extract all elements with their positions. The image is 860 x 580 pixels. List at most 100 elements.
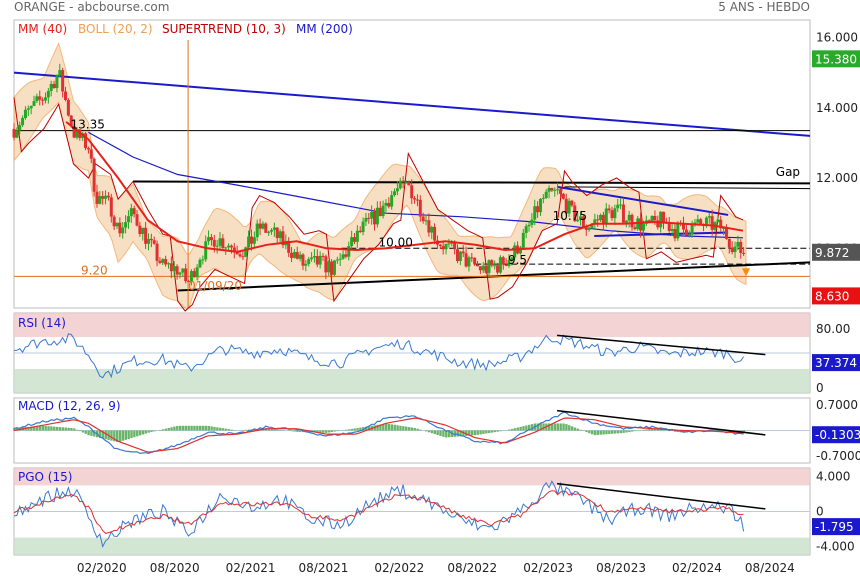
legend-macd: MACD (12, 26, 9): [18, 399, 121, 413]
candle-body: [272, 227, 276, 230]
candle-body: [270, 229, 274, 232]
annotation-Gap: Gap: [776, 165, 800, 179]
macd-tag-bg: [812, 426, 860, 444]
macd-hist-bar: [204, 425, 208, 431]
macd-hist-bar: [127, 430, 130, 439]
candle-body: [704, 217, 708, 226]
candle-body: [561, 193, 565, 199]
candle-body: [66, 99, 70, 116]
candle-body: [167, 263, 171, 265]
macd-hist-bar: [50, 426, 53, 431]
candle-body: [155, 243, 159, 261]
macd-hist-bar: [87, 430, 90, 436]
legend-pgo: PGO (15): [18, 470, 72, 484]
candle-body: [135, 214, 139, 226]
macd-hist-bar: [642, 429, 645, 431]
candle-body: [141, 227, 145, 235]
candle-body: [518, 247, 522, 254]
price-tag-bg-9.872: [812, 243, 860, 261]
macd-tag: -0.1303: [815, 428, 860, 442]
macd-hist-bar: [210, 426, 213, 431]
candle-body: [736, 241, 740, 247]
candle-body: [587, 227, 591, 230]
candle-body: [307, 259, 311, 264]
macd-hist-bar: [27, 427, 30, 431]
macd-hist-bar: [219, 427, 222, 431]
macd-hist-bar: [616, 430, 620, 434]
macd-hist-bar: [536, 423, 540, 431]
candle-body: [258, 223, 262, 229]
legend-mm200: MM (200): [296, 22, 353, 36]
candle-body: [144, 227, 148, 244]
pgo-ytick-top: 4.000: [816, 470, 850, 484]
candle-body: [401, 180, 405, 183]
candle-body: [496, 265, 500, 273]
macd-hist-bar: [167, 427, 170, 431]
macd-hist-bar: [413, 427, 416, 431]
candle-body: [630, 214, 634, 228]
rsi-tag: 37.374: [815, 356, 857, 370]
candle-body: [204, 241, 208, 260]
candle-body: [418, 199, 422, 217]
candle-body: [719, 219, 723, 229]
candle-body: [292, 251, 296, 258]
candle-body: [95, 191, 99, 204]
candle-body: [433, 226, 437, 241]
candle-body: [172, 266, 176, 272]
annotation-10-75: 10.75: [553, 209, 587, 223]
candle-body: [696, 219, 700, 223]
candle-body: [161, 259, 165, 263]
macd-hist-bar: [15, 427, 19, 431]
macd-hist-bar: [187, 425, 190, 431]
candle-body: [118, 222, 122, 234]
candle-body: [244, 247, 248, 257]
candle-body: [498, 257, 502, 273]
macd-hist-bar: [90, 430, 93, 436]
macd-hist-bar: [104, 430, 107, 440]
macd-hist-bar: [141, 430, 145, 435]
macd-hist-bar: [293, 430, 296, 432]
macd-hist-bar: [548, 423, 551, 431]
candle-body: [413, 198, 417, 200]
candle-body: [570, 200, 574, 206]
candle-body: [350, 237, 354, 247]
macd-hist-bar: [487, 430, 491, 434]
price-ytick-16.000: 16.000: [816, 31, 858, 45]
candle-body: [521, 232, 525, 248]
candle-body: [650, 216, 654, 223]
macd-hist-bar: [101, 430, 105, 439]
macd-hist-bar: [98, 430, 102, 438]
macd-hist-bar: [336, 430, 339, 432]
candle-body: [504, 264, 508, 266]
macd-hist-bar: [485, 430, 488, 434]
candle-body: [212, 240, 216, 247]
macd-hist-bar: [447, 430, 451, 438]
candle-body: [473, 257, 477, 265]
rsi-ytick-80: 80.00: [816, 322, 850, 336]
candle-body: [69, 115, 73, 127]
macd-hist-bar: [653, 428, 657, 431]
price-ytick-14.000: 14.000: [816, 101, 858, 115]
candle-body: [624, 220, 628, 223]
gap-down-marker: [742, 268, 751, 277]
candle-body: [318, 255, 322, 265]
mm40-line: [65, 121, 744, 253]
candle-body: [415, 199, 419, 201]
macd-hist-bar: [410, 427, 414, 431]
candle-body: [527, 224, 531, 227]
macd-hist-bar: [362, 427, 365, 431]
rsi-ytick-0: 0: [816, 381, 824, 395]
price-tag-bg-15.380: [812, 50, 860, 68]
candle-body: [610, 210, 614, 219]
candle-body: [455, 249, 459, 261]
macd-line: [13, 411, 744, 455]
xtick-02-2021: 02/2021: [226, 561, 276, 575]
macd-hist-bar: [651, 428, 654, 431]
macd-hist-bar: [576, 428, 580, 431]
macd-hist-bar: [513, 428, 517, 431]
candle-body: [739, 241, 743, 253]
candle-body: [653, 216, 657, 221]
chart-timeframe: 5 ANS - HEBDO: [718, 0, 810, 14]
candle-body: [742, 252, 746, 254]
candle-body: [567, 200, 571, 214]
